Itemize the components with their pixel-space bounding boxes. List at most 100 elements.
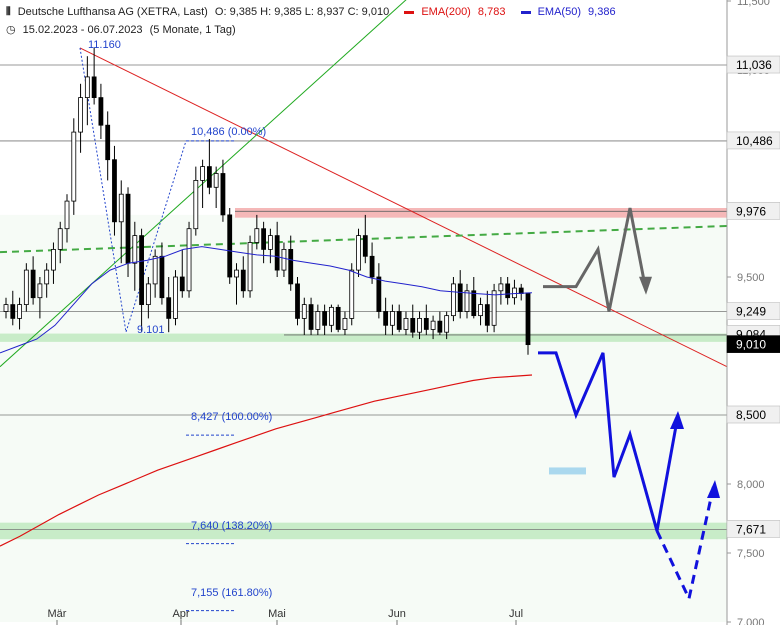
candle-body [315,311,321,330]
y-tick-label: 11,500 [737,0,770,8]
annotation-high: 11.160 [88,39,121,51]
candle-body [254,228,260,243]
price-tag-label: 7,671 [736,522,766,536]
ema200-line [0,374,533,547]
price-tag-label: 9,010 [736,338,766,352]
candle-body [484,304,490,326]
candle-body [505,283,511,299]
candle-body [64,200,70,230]
candle-body [145,283,151,305]
candle-body [139,235,144,306]
candle-body [213,173,219,188]
chart-title: Deutsche Lufthansa AG (XETRA, Last) [17,6,208,18]
downtrend-line [79,47,728,368]
candle-body [57,228,63,250]
zones-layer [0,208,780,622]
candle-body [125,193,131,264]
ohlc-values: O: 9,385 H: 9,385 L: 8,937 C: 9,010 [214,6,390,18]
candle-body [98,97,104,126]
price-tag-bg [726,202,780,220]
blue-dashed-projection [655,483,716,604]
candle-body [437,320,443,333]
candle-body [112,159,117,223]
candle-body [51,248,56,271]
annotation-fib-0: 10,486 (0.00%) [191,126,266,138]
candle-body [376,276,382,312]
zone-support-1 [0,333,780,342]
date-range: 15.02.2023 - 06.07.2023 [22,24,143,36]
candle-body [417,317,422,333]
ema-layer [0,246,533,547]
projection-layer [538,207,720,604]
price-tag-bg [726,131,780,150]
candle-body [118,193,124,223]
candle-body [362,235,368,257]
candle-body [403,317,409,330]
candle-body [491,290,497,326]
zone-resistance-0 [235,208,780,218]
grid-layer [0,64,727,530]
candle-body [200,166,205,181]
period-label: (5 Monate, 1 Tag) [149,24,236,36]
ema50-value: 9,386 [588,6,616,18]
x-tick-label: Mär [48,608,67,620]
candle-body [396,311,402,330]
candle-body [10,304,16,319]
blue-dashed-arrowhead [707,480,720,498]
candle-body [498,283,504,292]
gray-projection [543,207,648,312]
price-tag-label: 9,249 [736,305,766,319]
candle-body [383,311,389,326]
annotation-layer: 11.160 9.101 10,486 (0.00%) 8,427 (100.00%)… [88,39,272,599]
x-tick-label: Mai [268,608,286,620]
annotation-low: 9.101 [137,324,165,336]
candle-body [220,173,226,216]
blue-projection [538,351,680,532]
candle-body [335,306,341,330]
y-tick-label: 7,000 [737,617,765,625]
zone-support-2 [0,522,780,540]
candle-body [166,297,172,319]
x-tick-label: Jul [509,608,523,620]
candle-body [423,317,429,330]
ema50-line [0,246,533,354]
light-blue-marker [549,467,586,475]
candle-body [457,283,463,312]
candle-body [78,97,83,133]
candle-body [23,269,29,306]
y-tick-label: 8,000 [737,479,765,491]
candle-body [342,317,348,330]
annotation-fib-161: 7,155 (161.80%) [191,587,272,599]
candle-body [206,166,212,188]
price-tag-label: 9,976 [736,204,766,218]
chart-type-icon[interactable]: ⫴ [6,6,11,18]
clock-icon: ◷ [6,24,16,36]
price-tag-bg [726,302,780,320]
candle-body [356,235,361,271]
candle-body [301,304,307,319]
candles-layer [3,47,531,355]
candle-body [227,214,233,278]
candle-body [261,228,267,250]
ema200-label: EMA(200) [421,6,471,18]
candle-body [234,269,239,278]
ema50-label: EMA(50) [537,6,581,18]
fib-swing-line [79,47,187,333]
annotation-fib-138: 7,640 (138.20%) [191,520,272,532]
candle-body [247,242,253,292]
chart-header: ⫴ Deutsche Lufthansa AG (XETRA, Last) O:… [6,6,620,19]
price-tag-label: 11,036 [736,58,772,72]
annotation-fib-100: 8,427 (100.00%) [191,411,272,423]
axis-layer: 11,50011,00010,50010,0009,5009,0008,5008… [48,0,780,629]
candle-body [369,255,375,278]
chart-subheader: ◷ 15.02.2023 - 06.07.2023 (5 Monate, 1 T… [6,23,240,36]
candle-body [240,269,246,292]
candle-body [193,179,199,230]
candle-body [44,269,50,285]
candle-body [349,269,355,319]
candle-body [84,76,90,99]
candle-body [30,269,36,299]
candle-body [186,228,192,292]
candle-body [444,315,450,333]
